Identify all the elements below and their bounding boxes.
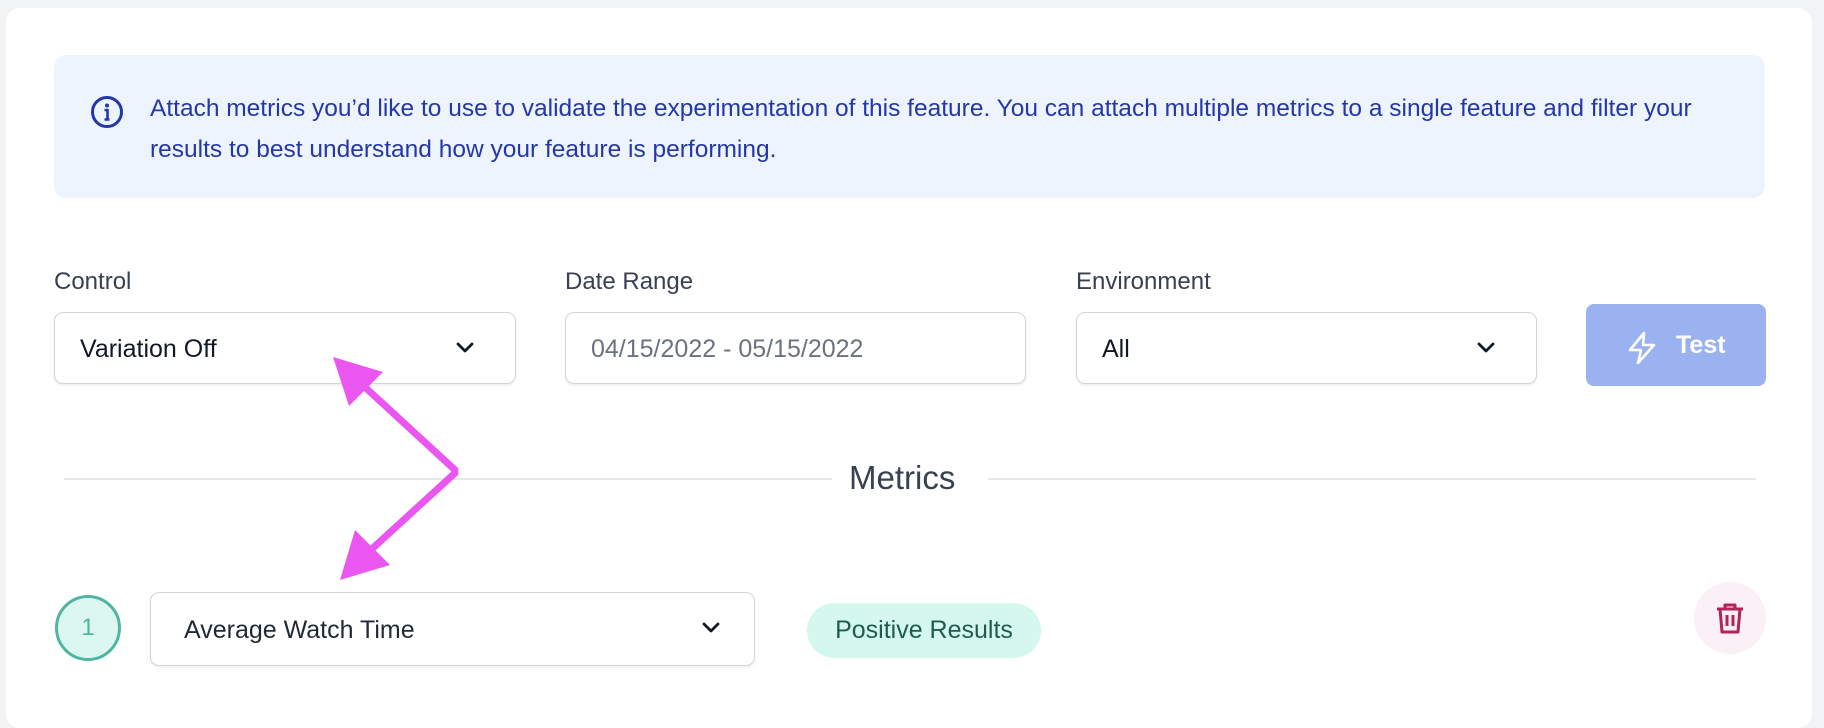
control-label: Control	[54, 268, 132, 295]
divider-right	[988, 478, 1756, 480]
date-range-input[interactable]: 04/15/2022 - 05/15/2022	[565, 312, 1026, 384]
chevron-down-icon	[456, 342, 474, 353]
info-text: Attach metrics you’d like to use to vali…	[150, 95, 1692, 163]
environment-label: Environment	[1076, 268, 1211, 295]
date-range-placeholder: 04/15/2022 - 05/15/2022	[591, 335, 864, 363]
delete-metric-button[interactable]	[1694, 582, 1766, 654]
status-badge: Positive Results	[807, 603, 1041, 658]
chevron-down-icon	[702, 622, 720, 633]
info-banner	[54, 55, 1765, 198]
annotation-arrow-down	[358, 469, 459, 562]
environment-value: All	[1102, 335, 1130, 363]
trash-icon	[1717, 603, 1743, 634]
date-range-label: Date Range	[565, 268, 694, 295]
control-select[interactable]: Variation Off	[54, 312, 516, 384]
annotation-arrow-up	[351, 374, 459, 474]
info-circle-icon	[91, 96, 123, 128]
metric-value: Average Watch Time	[184, 616, 415, 644]
metric-select[interactable]: Average Watch Time	[150, 592, 755, 666]
test-button[interactable]: Test	[1586, 304, 1766, 386]
chevron-down-icon	[1477, 342, 1495, 353]
arrow-head-up	[333, 357, 383, 406]
environment-select[interactable]: All	[1076, 312, 1537, 384]
test-button-label: Test	[1676, 331, 1726, 359]
arrow-head-down	[340, 530, 390, 580]
lightning-bolt-icon	[1628, 331, 1656, 365]
control-value: Variation Off	[80, 335, 217, 363]
metric-number: 1	[55, 595, 121, 661]
metrics-title: Metrics	[849, 459, 956, 496]
